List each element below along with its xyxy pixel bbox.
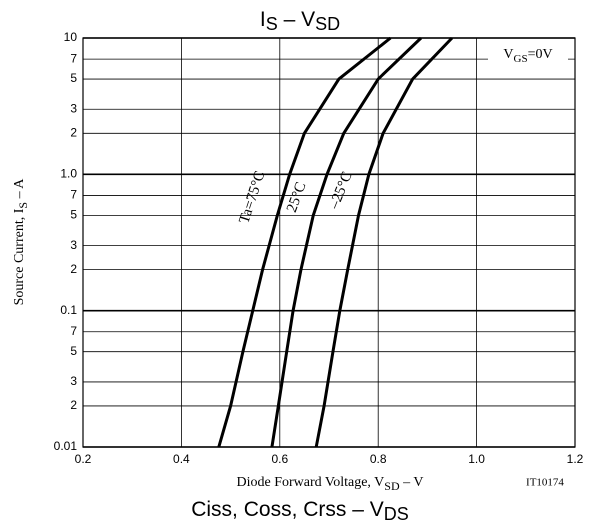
x-tick-label: 0.4	[173, 452, 190, 466]
x-tick-label: 1.0	[468, 452, 485, 466]
x-tick-label: 1.2	[567, 452, 584, 466]
curve	[270, 36, 423, 448]
next-chart-title: Ciss, Coss, Crss – VDS	[191, 498, 409, 524]
curve	[217, 36, 392, 448]
y-tick-label: 5	[70, 208, 77, 222]
curve-label: –25°C	[326, 170, 356, 213]
y-tick-label: 2	[70, 125, 77, 139]
x-tick-label: 0.8	[370, 452, 387, 466]
y-tick-label: 3	[70, 238, 77, 252]
y-tick-label: 10	[64, 30, 78, 44]
figure-code: IT10174	[526, 477, 564, 489]
annotation-bg	[488, 43, 568, 67]
y-axis-label: Source Current, IS – A	[12, 178, 30, 306]
y-tick-label: 7	[70, 188, 77, 202]
y-tick-label: 2	[70, 398, 77, 412]
y-tick-label: 3	[70, 101, 77, 115]
x-tick-label: 0.6	[271, 452, 288, 466]
y-tick-label: 0.01	[54, 439, 78, 453]
curve-label: Ta=75°C	[237, 169, 269, 226]
y-tick-label: 7	[70, 324, 77, 338]
curve	[314, 36, 454, 448]
x-axis-label: Diode Forward Voltage, VSD – V	[237, 475, 424, 493]
y-tick-label: 1.0	[60, 167, 77, 181]
y-tick-label: 5	[70, 71, 77, 85]
y-tick-label: 0.1	[60, 303, 77, 317]
plot-frame	[82, 37, 576, 448]
y-tick-label: 2	[70, 262, 77, 276]
chart-title: IS – VSD	[260, 8, 340, 34]
x-tick-label: 0.2	[75, 452, 92, 466]
y-tick-label: 3	[70, 374, 77, 388]
y-tick-label: 5	[70, 344, 77, 358]
y-tick-label: 7	[70, 51, 77, 65]
annotation: VGS=0V	[503, 47, 552, 64]
